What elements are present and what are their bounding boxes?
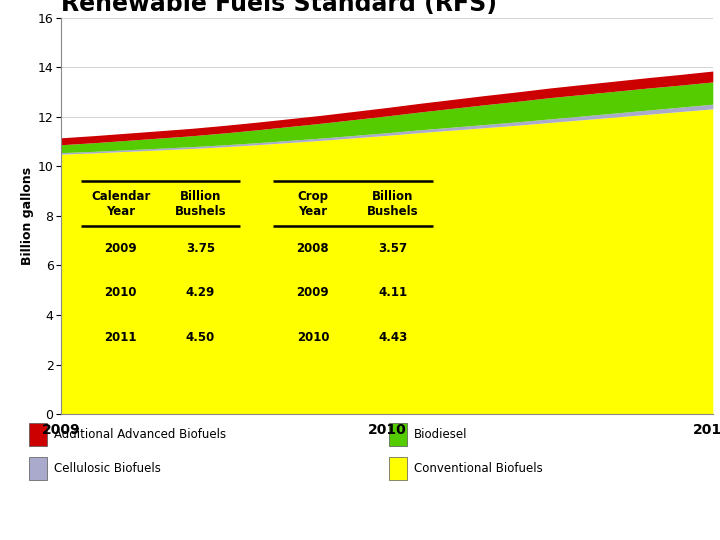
Text: Calendar
Year: Calendar Year [91,190,150,218]
Text: 2009: 2009 [297,286,329,299]
Bar [29,456,47,480]
Text: 2009: 2009 [104,242,137,255]
Text: Renewable Fuels Standard (RFS): Renewable Fuels Standard (RFS) [61,0,498,16]
Text: Department of Economics: Department of Economics [11,522,156,532]
Text: Iowa State University: Iowa State University [11,489,244,507]
Text: Biodiesel: Biodiesel [414,428,467,441]
Text: Billion
Bushels: Billion Bushels [175,190,226,218]
Text: 2010: 2010 [297,331,329,344]
Text: 4.50: 4.50 [186,331,215,344]
Y-axis label: Billion gallons: Billion gallons [20,167,34,265]
Text: 2011: 2011 [104,331,137,344]
Bar [389,456,407,480]
Text: Crop
Year: Crop Year [297,190,328,218]
Text: Conventional Biofuels: Conventional Biofuels [414,462,543,475]
Bar [29,422,47,446]
Text: 2010: 2010 [104,286,137,299]
Text: Cellulosic Biofuels: Cellulosic Biofuels [54,462,161,475]
Text: 3.57: 3.57 [378,242,408,255]
Text: 4.11: 4.11 [378,286,408,299]
Text: Additional Advanced Biofuels: Additional Advanced Biofuels [54,428,226,441]
Text: Billion
Bushels: Billion Bushels [367,190,418,218]
Bar [389,422,407,446]
Text: 4.43: 4.43 [378,331,408,344]
Text: 2008: 2008 [297,242,329,255]
Text: 3.75: 3.75 [186,242,215,255]
Text: 4.29: 4.29 [186,286,215,299]
